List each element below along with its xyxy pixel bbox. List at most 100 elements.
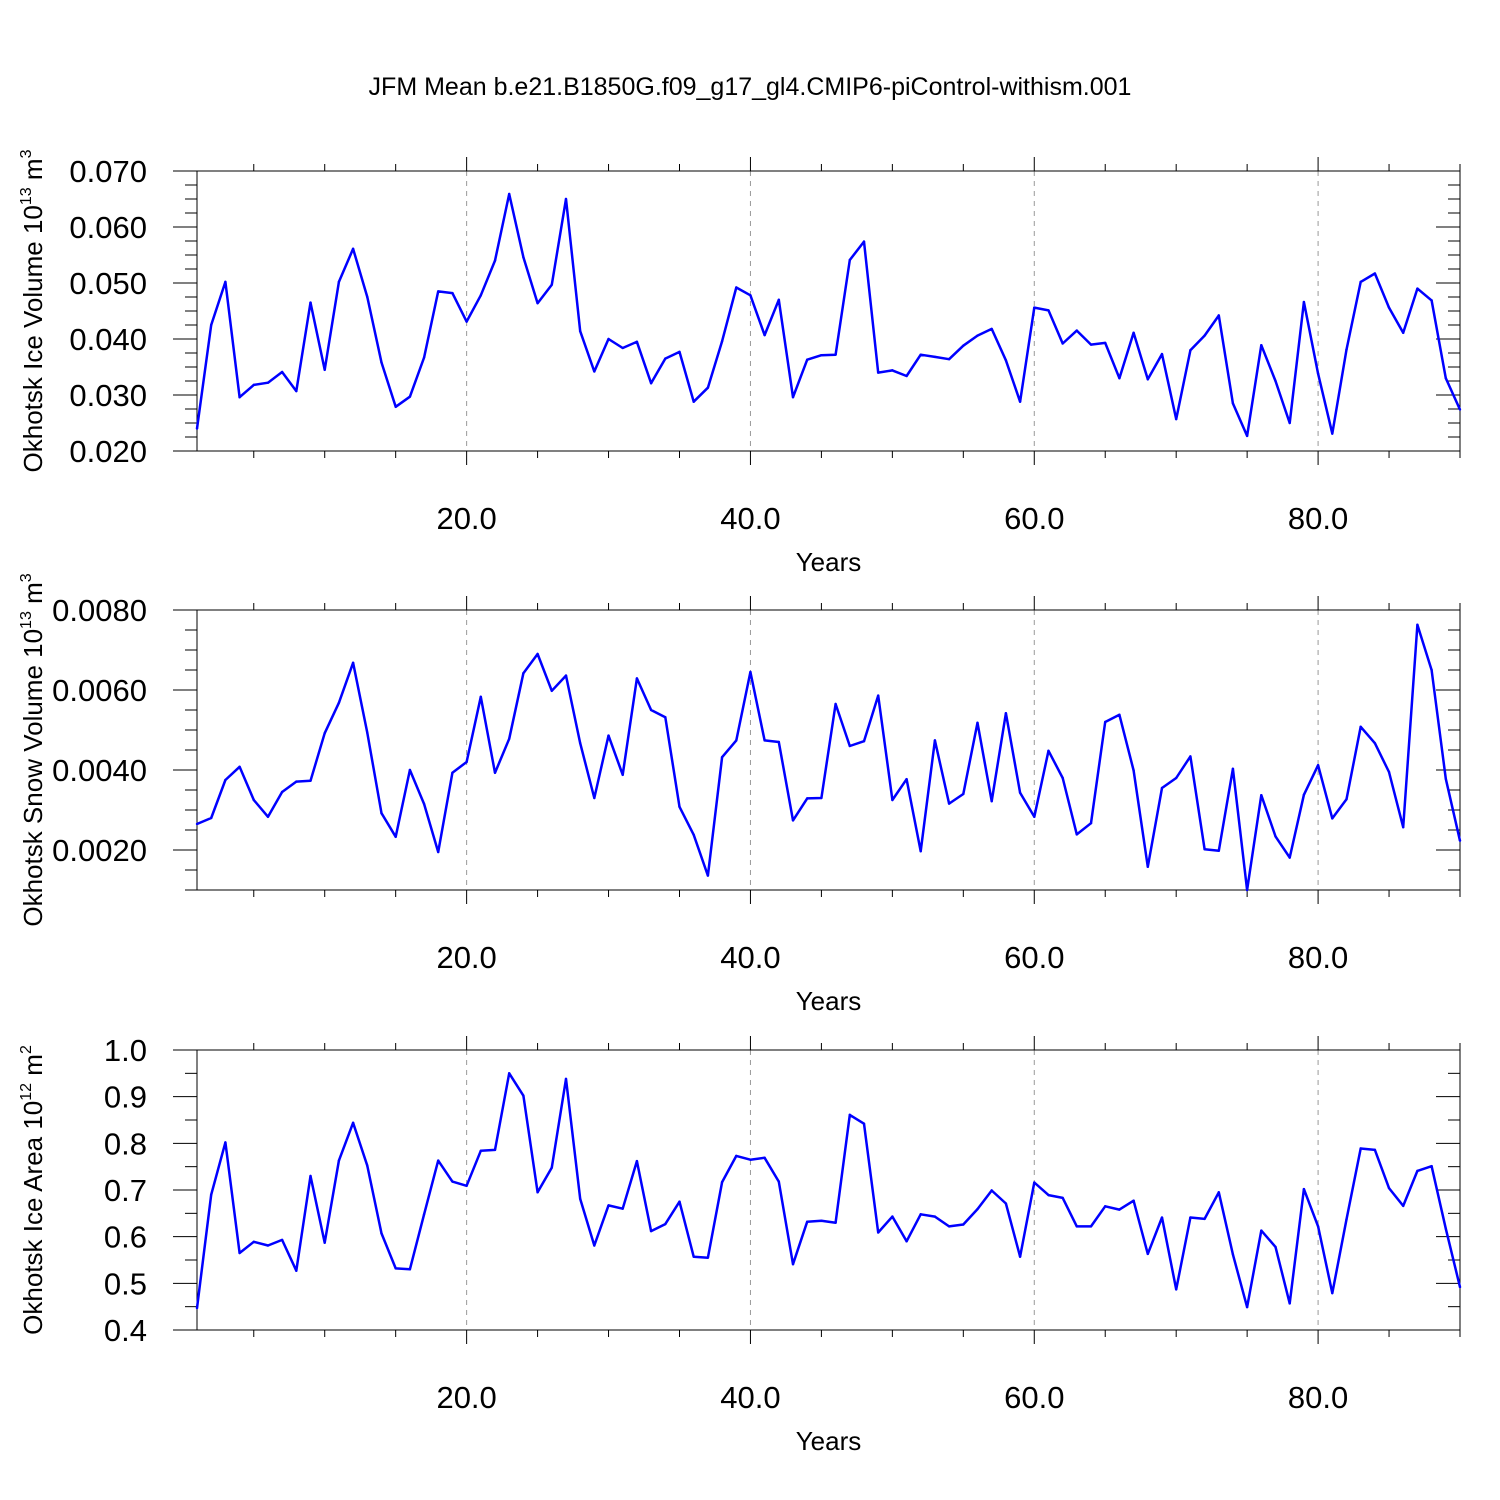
data-point (1373, 1148, 1377, 1152)
data-point (380, 812, 383, 815)
y-tick-label: 0.7 (104, 1173, 147, 1208)
data-point (947, 357, 951, 361)
data-point (266, 1244, 270, 1247)
data-point (791, 819, 795, 822)
data-point (1274, 379, 1277, 383)
x-tick-label: 80.0 (1288, 940, 1348, 975)
data-point (706, 874, 710, 877)
data-point (1387, 306, 1391, 309)
data-point (649, 382, 653, 385)
data-point (735, 1154, 738, 1158)
data-point (763, 739, 766, 742)
data-point (252, 798, 255, 802)
data-point (1004, 712, 1008, 715)
data-point (763, 333, 766, 337)
data-point (1331, 1291, 1334, 1295)
data-point (1033, 306, 1036, 309)
data-point (508, 737, 511, 740)
data-point (366, 295, 369, 299)
data-point (238, 396, 241, 399)
data-point (1231, 767, 1235, 770)
data-point (295, 780, 298, 783)
data-point (1089, 343, 1093, 346)
data-point (1203, 848, 1206, 851)
data-point (664, 1222, 667, 1226)
data-point (224, 1141, 227, 1144)
data-point (493, 259, 497, 262)
data-point (834, 702, 837, 706)
data-point (1302, 1187, 1306, 1191)
data-point (1104, 720, 1107, 724)
data-point (1274, 1245, 1277, 1249)
data-point (1402, 826, 1405, 829)
data-point (437, 290, 440, 293)
data-point (295, 1269, 298, 1272)
data-point (1104, 341, 1107, 345)
data-point (578, 329, 582, 333)
data-point (621, 773, 624, 776)
x-tick-label: 60.0 (1004, 940, 1064, 975)
data-point (1373, 272, 1377, 275)
data-point (621, 346, 624, 350)
data-point (706, 1256, 710, 1259)
data-point (933, 739, 937, 742)
data-point (848, 1113, 851, 1117)
data-point (1174, 1288, 1178, 1291)
data-point (266, 815, 270, 818)
data-point (806, 797, 809, 800)
data-point (1189, 755, 1192, 758)
y-tick-label: 0.0040 (52, 753, 147, 788)
data-point (1359, 280, 1362, 284)
panel-2: 0.0020 0.0040 0.0060 0.0080 20.0 40.0 60.0 80.0… (18, 573, 1462, 1016)
data-point (1260, 794, 1263, 797)
data-point (1387, 1186, 1391, 1190)
data-point (408, 395, 412, 398)
data-point (1217, 314, 1220, 317)
data-point (1444, 1227, 1448, 1230)
data-point (1033, 815, 1036, 818)
data-point (1373, 742, 1377, 745)
data-point (1160, 352, 1164, 356)
y-tick-label: 0.070 (69, 154, 147, 189)
data-point (720, 1180, 724, 1184)
data-point (238, 765, 241, 768)
data-point (1075, 833, 1079, 836)
data-point (1018, 400, 1022, 403)
data-point (1316, 1225, 1320, 1228)
data-point (876, 694, 880, 697)
data-point (522, 672, 525, 675)
data-point (1132, 331, 1135, 335)
data-point (337, 701, 341, 704)
data-point (1302, 300, 1306, 304)
data-point (550, 283, 553, 286)
data-point (1402, 1204, 1405, 1208)
data-point (1331, 817, 1334, 820)
data-point (195, 1306, 199, 1310)
y-tick-label: 0.040 (69, 322, 147, 357)
data-point (394, 835, 397, 838)
data-point (550, 689, 553, 692)
data-point (422, 356, 426, 359)
data-point (990, 1189, 993, 1192)
data-point (195, 427, 199, 430)
data-point (1132, 769, 1135, 772)
data-point (422, 1213, 426, 1216)
data-point (834, 353, 837, 356)
data-point (820, 1219, 823, 1223)
data-point (493, 1148, 497, 1152)
data-point (437, 850, 440, 854)
data-point (876, 1231, 880, 1234)
data-point (607, 1204, 610, 1207)
data-point (1018, 1255, 1022, 1258)
data-point (962, 792, 965, 796)
data-point (1174, 776, 1178, 780)
data-point (905, 778, 908, 781)
data-point (692, 400, 695, 403)
data-point (862, 1122, 866, 1125)
panel-1: 0.020 0.030 0.040 0.050 0.060 0.070 20.0 40.0 60… (18, 149, 1462, 577)
panel-3: 0.4 0.5 0.6 0.7 0.8 0.9 1.0 20.0 40.0 60.0 80.0 Yea… (18, 1033, 1462, 1456)
data-point (1302, 793, 1306, 796)
data-point (678, 350, 681, 354)
series-line (195, 1072, 1462, 1309)
data-point (933, 1215, 937, 1218)
